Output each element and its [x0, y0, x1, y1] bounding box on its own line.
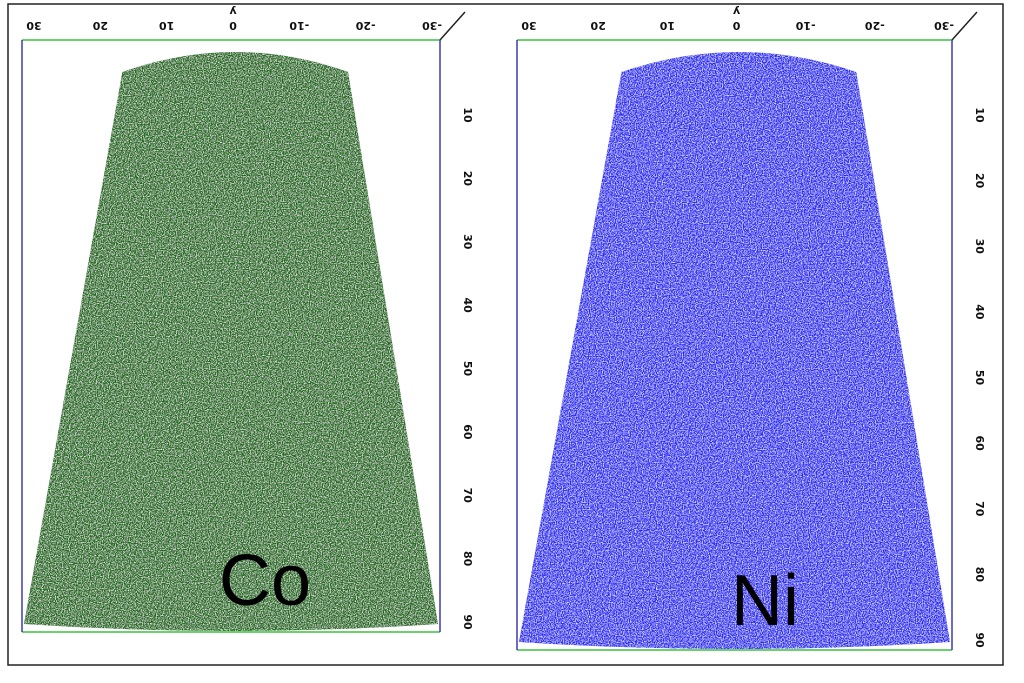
top-tick-label: 30: [521, 19, 537, 32]
top-axis-title: y: [733, 5, 740, 18]
top-tick-label: 0: [732, 19, 740, 32]
atom-cloud: [519, 52, 950, 649]
top-tick-label: 20: [590, 19, 606, 32]
top-tick-label: 30: [26, 19, 42, 32]
right-tick-label: 60: [973, 435, 986, 451]
top-tick-label: 10: [159, 19, 175, 32]
right-tick-label: 50: [973, 370, 986, 386]
right-tick-label: 90: [973, 632, 986, 648]
top-tick-label: 10: [659, 19, 675, 32]
top-tick-label: -20: [355, 19, 375, 32]
element-label: Co: [219, 541, 311, 621]
right-tick-label: 20: [461, 171, 474, 187]
corner-edge: [439, 11, 466, 41]
panel: Co 30 20 10 0 -10 -20 -30 y 10 20 30 40 50 60 70 80 90: [21, 5, 474, 633]
top-tick-label: -30: [934, 19, 954, 32]
top-tick-label: -20: [865, 19, 885, 32]
right-tick-label: 40: [973, 304, 986, 320]
top-tick-label: 20: [92, 19, 108, 32]
top-tick-label: 0: [229, 19, 237, 32]
corner-edge: [951, 11, 978, 41]
right-tick-label: 40: [461, 297, 474, 313]
top-tick-label: -10: [795, 19, 815, 32]
right-tick-label: 70: [461, 488, 474, 504]
element-label: Ni: [731, 561, 799, 641]
right-tick-label: 80: [973, 567, 986, 583]
right-tick-label: 20: [973, 173, 986, 189]
panel: Ni 30 20 10 0 -10 -20 -30 y 10 20 30 40 50 60 70 80 90: [516, 5, 986, 651]
right-tick-label: 30: [461, 234, 474, 250]
right-tick-label: 50: [461, 361, 474, 377]
top-tick-label: -30: [422, 19, 442, 32]
right-tick-label: 90: [461, 614, 474, 630]
top-tick-label: -10: [289, 19, 309, 32]
right-tick-label: 60: [461, 424, 474, 440]
right-tick-label: 30: [973, 239, 986, 255]
right-tick-label: 10: [461, 107, 474, 123]
atom-cloud: [24, 52, 438, 631]
right-tick-label: 10: [973, 107, 986, 123]
right-tick-label: 80: [461, 551, 474, 567]
right-tick-label: 70: [973, 501, 986, 517]
frame: [7, 3, 1004, 666]
top-axis-title: y: [229, 5, 236, 18]
